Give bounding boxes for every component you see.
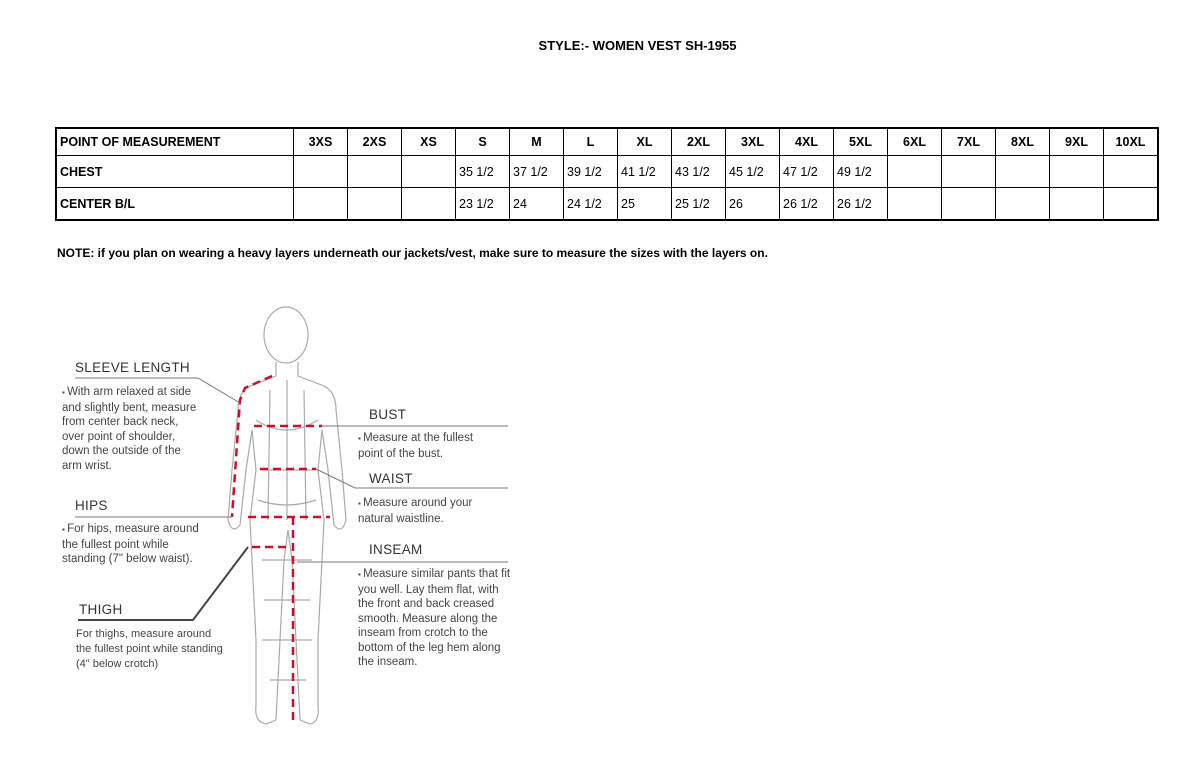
table-cell	[941, 187, 996, 221]
sleeve-length-label: SLEEVE LENGTH	[75, 360, 190, 375]
sleeve-length-text: With arm relaxed at side and slightly be…	[62, 385, 202, 473]
hips-label: HIPS	[75, 498, 108, 513]
table-cell	[887, 155, 942, 188]
table-cell: 39 1/2	[563, 155, 618, 188]
waist-label: WAIST	[369, 471, 413, 486]
column-header: L	[563, 127, 618, 156]
table-cell	[1103, 187, 1159, 221]
table-cell	[1049, 187, 1104, 221]
table-cell	[347, 155, 402, 188]
column-header: 3XS	[293, 127, 348, 156]
column-header: XS	[401, 127, 456, 156]
table-cell: 23 1/2	[455, 187, 510, 221]
column-header: 4XL	[779, 127, 834, 156]
column-header: 2XS	[347, 127, 402, 156]
row-label: CHEST	[55, 155, 294, 188]
table-cell	[1103, 155, 1159, 188]
table-cell: 26	[725, 187, 780, 221]
inseam-label: INSEAM	[369, 542, 423, 557]
table-cell	[995, 155, 1050, 188]
bust-label: BUST	[369, 407, 407, 422]
size-chart-table: POINT OF MEASUREMENT 3XS 2XS XS S M L XL 2XL 3XL 4…	[55, 127, 1159, 221]
table-cell	[941, 155, 996, 188]
table-cell	[347, 187, 402, 221]
note-text: NOTE: if you plan on wearing a heavy lay…	[57, 246, 768, 260]
table-cell	[1049, 155, 1104, 188]
waist-text: Measure around your natural waistline.	[358, 496, 498, 526]
row-label: CENTER B/L	[55, 187, 294, 221]
table-cell: 47 1/2	[779, 155, 834, 188]
table-cell: 41 1/2	[617, 155, 672, 188]
table-cell: 49 1/2	[833, 155, 888, 188]
column-header: XL	[617, 127, 672, 156]
table-cell: 37 1/2	[509, 155, 564, 188]
column-header: 10XL	[1103, 127, 1159, 156]
table-cell: 45 1/2	[725, 155, 780, 188]
column-header: POINT OF MEASUREMENT	[55, 127, 294, 156]
column-header: 3XL	[725, 127, 780, 156]
table-cell: 25 1/2	[671, 187, 726, 221]
table-cell: 24	[509, 187, 564, 221]
thigh-label: THIGH	[79, 602, 123, 617]
bust-text: Measure at the fullest point of the bust…	[358, 431, 498, 461]
table-cell: 43 1/2	[671, 155, 726, 188]
body-outline	[227, 306, 347, 725]
table-header-row: POINT OF MEASUREMENT 3XS 2XS XS S M L XL 2XL 3XL 4…	[55, 127, 1159, 156]
table-cell: 24 1/2	[563, 187, 618, 221]
inseam-text: Measure similar pants that fit you well.…	[358, 567, 513, 670]
page-title: STYLE:- WOMEN VEST SH-1955	[538, 38, 737, 53]
thigh-text: For thighs, measure around the fullest p…	[76, 628, 223, 670]
leader-lines	[75, 377, 508, 621]
column-header: 9XL	[1049, 127, 1104, 156]
column-header: 7XL	[941, 127, 996, 156]
table-cell: 26 1/2	[779, 187, 834, 221]
table-cell	[401, 187, 456, 221]
column-header: 2XL	[671, 127, 726, 156]
measurement-lines	[230, 374, 330, 725]
table-row: CHEST 35 1/2 37 1/2 39 1/2 41 1/2 43 1/2 45 1/…	[55, 155, 1159, 188]
table-cell	[293, 155, 348, 188]
column-header: 8XL	[995, 127, 1050, 156]
table-cell	[293, 187, 348, 221]
table-cell	[401, 155, 456, 188]
column-header: M	[509, 127, 564, 156]
table-row: CENTER B/L 23 1/2 24 24 1/2 25 25 1/2 26 26 1/2…	[55, 187, 1159, 221]
hips-text: For hips, measure around the fullest poi…	[62, 522, 212, 567]
